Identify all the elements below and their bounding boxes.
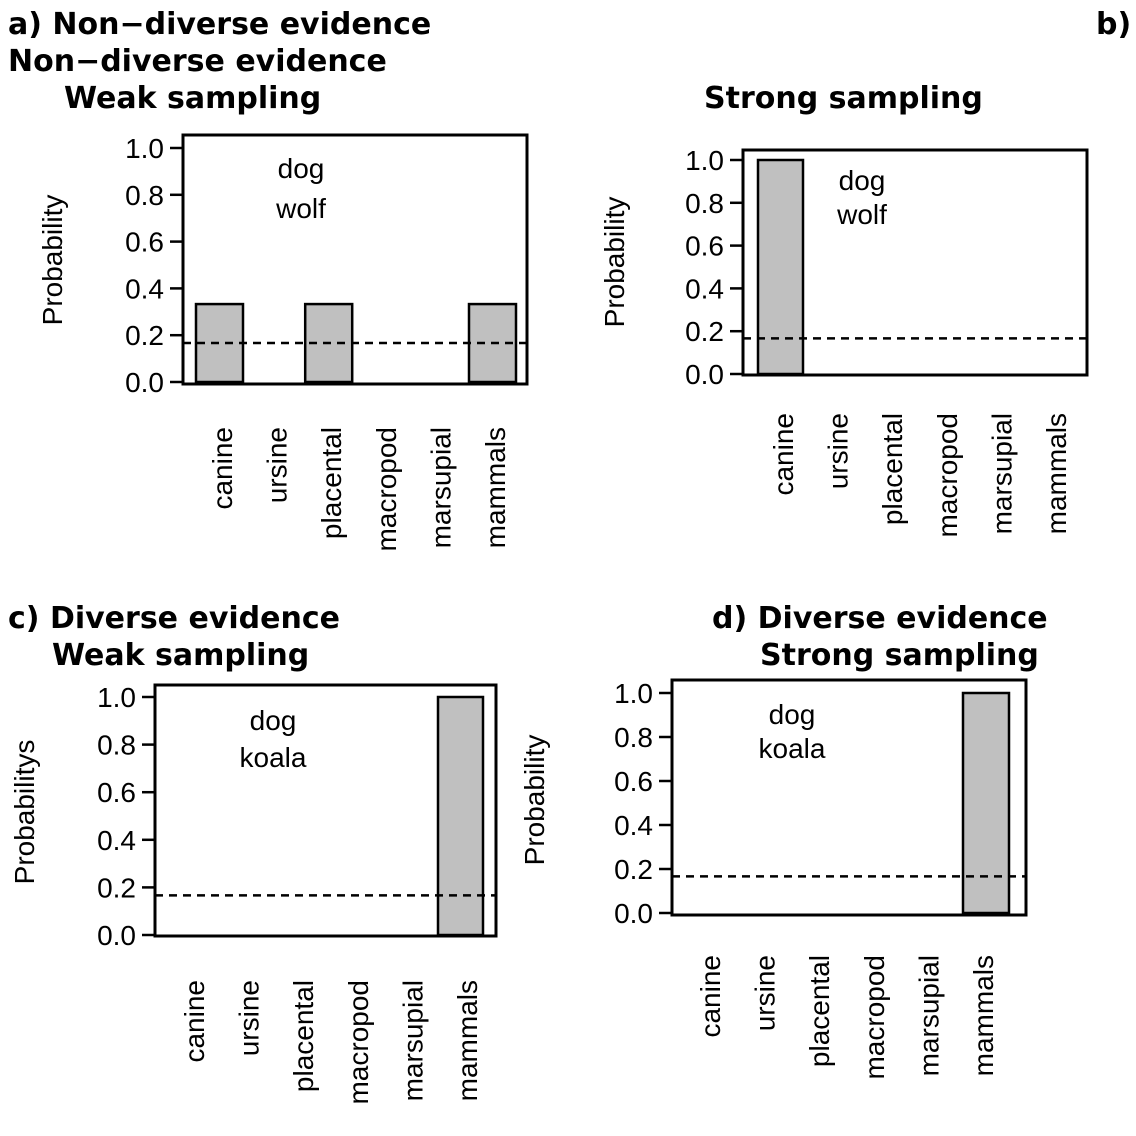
chart-panel-c: 0.0 0.2 0.4 0.6 0.8 1.0 Probabilitys dog koala ca… [9, 682, 498, 1105]
panel-a-heading-line2: Non−diverse evidence [8, 44, 387, 79]
y-tick-label-d-2: 0.4 [614, 810, 653, 841]
y-tick-label-d-0: 0.0 [614, 898, 653, 929]
y-axis-label-b: Probability [599, 197, 630, 328]
panel-d-subtitle: Strong sampling [760, 638, 1039, 673]
panel-c-heading-line1: c) Diverse evidence [8, 601, 340, 636]
y-tick-label-a-4: 0.8 [125, 180, 164, 211]
panel-d-heading-line1: d) Diverse evidence [712, 601, 1048, 636]
y-tick-label-d-3: 0.6 [614, 766, 653, 797]
y-tick-label-c-1: 0.2 [97, 872, 136, 903]
category-label-b-canine: canine [768, 413, 799, 496]
y-tick-label-b-0: 0.0 [685, 359, 724, 390]
y-tick-label-c-2: 0.4 [97, 825, 136, 856]
category-label-b-ursine: ursine [823, 413, 854, 489]
category-label-d-marsupial: marsupial [913, 955, 944, 1076]
annotation-c-0: dog [250, 705, 297, 736]
category-label-d-ursine: ursine [750, 955, 781, 1031]
plot-frame-c [153, 683, 498, 938]
category-label-c-mammals: mammals [452, 980, 483, 1101]
annotation-a-1: wolf [275, 193, 326, 224]
annotation-a-0: dog [278, 153, 325, 184]
annotation-b-1: wolf [836, 199, 887, 230]
panel-b-heading-letter: b) [1096, 7, 1132, 42]
y-axis-label-a: Probability [37, 195, 68, 326]
plot-frame-a [181, 133, 529, 386]
category-label-b-mammals: mammals [1041, 413, 1072, 534]
y-tick-label-c-0: 0.0 [97, 920, 136, 951]
plot-frame-b [741, 148, 1089, 377]
y-tick-label-c-4: 0.8 [97, 730, 136, 761]
chart-panel-a: 0.0 0.2 0.4 0.6 0.8 1.0 Probability dog wolf cani… [37, 133, 529, 552]
panel-c-subtitle: Weak sampling [52, 638, 310, 673]
category-label-a-placental: placental [316, 427, 347, 539]
y-tick-label-a-1: 0.2 [125, 320, 164, 351]
plot-frame-d [670, 678, 1028, 917]
annotation-b-0: dog [839, 165, 886, 196]
bar-b-canine [756, 158, 805, 376]
y-tick-label-d-5: 1.0 [614, 678, 653, 709]
category-label-b-macropod: macropod [932, 413, 963, 538]
y-tick-label-a-5: 1.0 [125, 133, 164, 164]
annotation-d-0: dog [769, 699, 816, 730]
y-tick-label-b-5: 1.0 [685, 145, 724, 176]
annotation-c-1: koala [240, 742, 307, 773]
y-tick-label-a-2: 0.4 [125, 273, 164, 304]
category-label-a-canine: canine [207, 427, 238, 510]
category-label-b-marsupial: marsupial [986, 413, 1017, 534]
panel-a-heading-line1: a) Non−diverse evidence [8, 7, 432, 42]
y-tick-label-b-1: 0.2 [685, 316, 724, 347]
y-tick-label-b-2: 0.4 [685, 273, 724, 304]
y-tick-label-d-1: 0.2 [614, 854, 653, 885]
panel-a-subtitle: Weak sampling [64, 81, 322, 116]
category-label-d-placental: placental [804, 955, 835, 1067]
category-label-a-macropod: macropod [371, 427, 402, 552]
y-tick-label-a-0: 0.0 [125, 367, 164, 398]
y-tick-label-d-4: 0.8 [614, 722, 653, 753]
category-label-b-placental: placental [877, 413, 908, 525]
annotation-d-1: koala [759, 733, 826, 764]
category-label-a-ursine: ursine [262, 427, 293, 503]
y-tick-label-b-3: 0.6 [685, 231, 724, 262]
y-tick-label-b-4: 0.8 [685, 188, 724, 219]
category-label-c-placental: placental [288, 980, 319, 1092]
bar-d-mammals [961, 691, 1011, 915]
y-tick-label-c-5: 1.0 [97, 682, 136, 713]
category-label-c-canine: canine [179, 980, 210, 1063]
category-label-a-marsupial: marsupial [425, 427, 456, 548]
category-label-c-macropod: macropod [343, 980, 374, 1105]
y-tick-label-a-3: 0.6 [125, 227, 164, 258]
category-label-c-marsupial: marsupial [397, 980, 428, 1101]
bar-c-mammals [436, 695, 485, 937]
category-label-d-mammals: mammals [968, 955, 999, 1076]
y-axis-label-d: Probability [519, 735, 550, 866]
category-label-c-ursine: ursine [234, 980, 265, 1056]
y-axis-label-c: Probabilitys [9, 740, 40, 885]
category-label-d-canine: canine [695, 955, 726, 1038]
y-tick-label-c-3: 0.6 [97, 777, 136, 808]
category-label-d-macropod: macropod [859, 955, 890, 1080]
category-label-a-mammals: mammals [480, 427, 511, 548]
panel-b-subtitle: Strong sampling [704, 81, 983, 116]
